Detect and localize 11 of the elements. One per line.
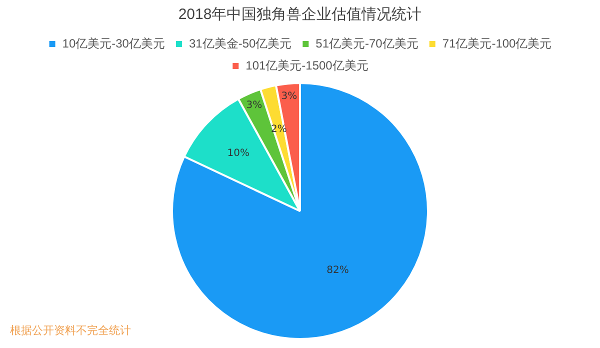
data-label: 3% — [281, 90, 298, 102]
data-label: 3% — [246, 100, 262, 111]
data-label: 82% — [326, 265, 349, 276]
legend-label: 10亿美元-30亿美元 — [62, 36, 165, 50]
legend-label: 51亿美元-70亿美元 — [316, 36, 418, 50]
legend-label: 71亿美元-100亿美元 — [442, 36, 552, 50]
legend-label: 31亿美金-50亿美元 — [188, 36, 292, 50]
legend-label: 101亿美元-1500亿美元 — [246, 58, 368, 72]
chart-title: 2018年中国独角兽企业估值情况统计 — [178, 6, 422, 24]
data-label: 10% — [227, 148, 250, 159]
text: 根据公开资料不完全统计 — [10, 323, 131, 338]
